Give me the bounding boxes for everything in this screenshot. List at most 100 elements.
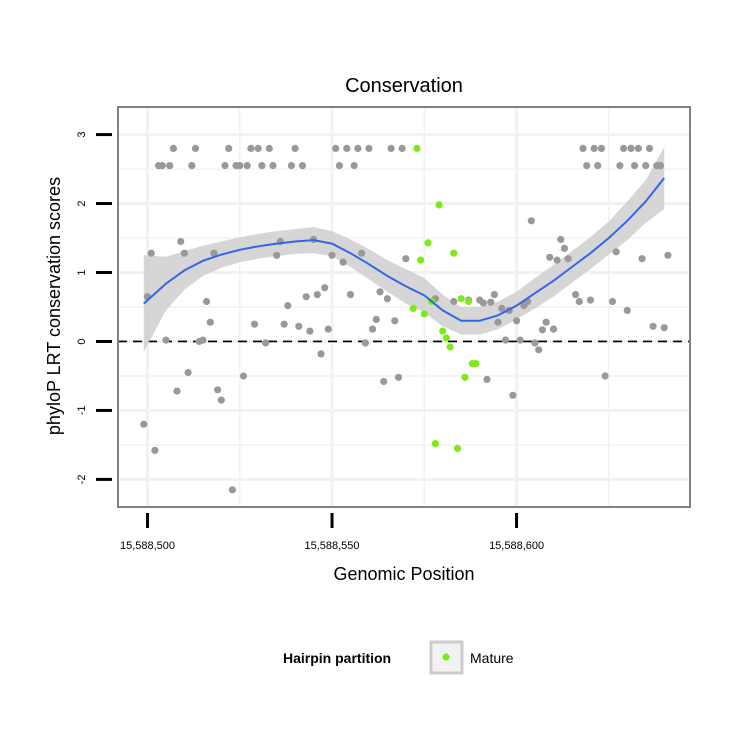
other-point — [612, 248, 620, 256]
axes: -2 -1 0 1 2 3 15,588,500 15,588,550 15,588,600 — [76, 132, 544, 552]
x-axis-title: Genomic Position — [333, 564, 474, 584]
other-point — [339, 258, 347, 266]
other-point — [509, 391, 517, 399]
other-point — [594, 162, 602, 170]
confidence-ribbon — [143, 147, 665, 352]
y-tick-label: 0 — [76, 338, 88, 344]
chart-title: Conservation — [345, 75, 463, 97]
other-point — [361, 339, 369, 347]
other-point — [664, 251, 672, 259]
other-point — [236, 162, 244, 170]
other-point — [273, 251, 281, 259]
other-point — [623, 306, 631, 314]
other-point — [343, 144, 351, 152]
y-tick-label: -1 — [76, 406, 88, 416]
other-point — [284, 302, 292, 310]
other-point — [560, 244, 569, 252]
mature-point — [465, 297, 473, 306]
other-point — [616, 162, 624, 170]
y-tick-label: 2 — [76, 201, 88, 207]
other-point — [250, 320, 259, 328]
other-point — [203, 297, 211, 306]
other-point — [365, 144, 373, 152]
y-tick-label: 3 — [76, 132, 88, 138]
other-point — [535, 346, 543, 354]
y-tick-label: -2 — [76, 475, 88, 485]
mature-point — [461, 373, 469, 381]
other-point — [642, 162, 650, 170]
other-point — [634, 144, 642, 152]
other-point — [380, 377, 388, 386]
other-point — [586, 296, 595, 304]
other-point — [169, 144, 177, 152]
other-point — [166, 162, 174, 170]
other-point — [494, 318, 502, 326]
other-point — [549, 325, 558, 333]
legend-title: Hairpin partition — [283, 650, 391, 666]
other-point — [199, 336, 207, 344]
other-point — [498, 304, 506, 312]
other-point — [391, 317, 399, 325]
other-point — [191, 144, 200, 152]
other-point — [372, 315, 380, 323]
other-point — [649, 322, 657, 330]
other-point — [546, 253, 554, 261]
other-point — [542, 318, 550, 326]
other-point — [350, 162, 358, 170]
other-point — [262, 339, 270, 347]
mature-point — [439, 327, 447, 335]
other-point — [383, 295, 391, 303]
other-point — [269, 162, 277, 170]
other-point — [638, 255, 646, 263]
other-point — [531, 339, 539, 347]
other-point — [398, 144, 406, 152]
other-point — [394, 373, 403, 381]
other-point — [188, 162, 196, 170]
other-point — [620, 144, 628, 152]
other-point — [147, 249, 155, 257]
other-point — [527, 217, 535, 225]
other-point — [317, 350, 325, 358]
other-point — [291, 144, 299, 152]
other-point — [490, 291, 498, 299]
other-point — [177, 237, 185, 246]
other-point — [538, 326, 547, 334]
other-point — [243, 162, 251, 170]
legend-key-mature-dot — [442, 653, 450, 661]
other-point — [579, 144, 587, 152]
other-point — [376, 288, 384, 296]
other-point — [479, 299, 487, 307]
other-point — [387, 144, 395, 152]
other-point — [487, 298, 495, 306]
other-point — [214, 386, 222, 394]
other-point — [295, 322, 303, 330]
other-point — [321, 284, 329, 292]
other-point — [287, 162, 295, 170]
other-point — [583, 162, 591, 170]
other-point — [553, 256, 561, 264]
other-point — [656, 162, 665, 170]
x-tick-label: 15,588,550 — [304, 540, 359, 552]
other-point — [590, 144, 598, 152]
other-point — [501, 336, 510, 344]
mature-point — [435, 201, 443, 209]
other-point — [228, 486, 236, 494]
other-point — [369, 325, 377, 333]
other-point — [516, 336, 524, 344]
x-tick-label: 15,588,600 — [489, 540, 544, 552]
other-point — [162, 336, 170, 344]
mature-point — [413, 144, 421, 152]
other-point — [332, 144, 340, 152]
mature-point — [472, 360, 480, 368]
other-point — [173, 387, 181, 395]
y-tick-label: 1 — [76, 269, 88, 275]
other-point — [247, 144, 255, 152]
other-point — [254, 144, 262, 152]
other-point — [306, 327, 314, 335]
other-point — [346, 291, 355, 299]
mature-point — [424, 239, 432, 247]
other-point — [280, 320, 288, 328]
other-point — [221, 162, 229, 170]
other-point — [557, 235, 565, 243]
other-point — [324, 325, 332, 333]
